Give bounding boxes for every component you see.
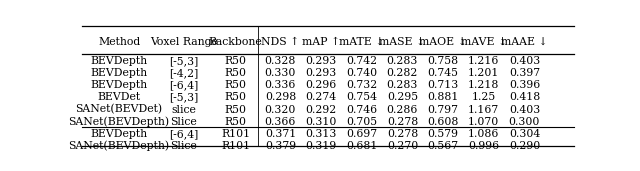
Text: 0.745: 0.745 (428, 68, 459, 78)
Text: mAVE ↓: mAVE ↓ (461, 37, 507, 47)
Text: Backbone: Backbone (209, 37, 262, 47)
Text: 0.403: 0.403 (509, 56, 540, 66)
Text: 0.278: 0.278 (387, 117, 418, 127)
Text: Method: Method (98, 37, 140, 47)
Text: mASE ↓: mASE ↓ (380, 37, 426, 47)
Text: 0.313: 0.313 (305, 129, 337, 139)
Text: 0.336: 0.336 (265, 80, 296, 90)
Text: R50: R50 (225, 117, 247, 127)
Text: 0.298: 0.298 (265, 93, 296, 102)
Text: NDS ↑: NDS ↑ (261, 37, 300, 47)
Text: 0.366: 0.366 (265, 117, 296, 127)
Text: [-5,3]: [-5,3] (169, 56, 198, 66)
Text: mATE ↓: mATE ↓ (339, 37, 385, 47)
Text: 0.282: 0.282 (387, 68, 418, 78)
Text: 0.286: 0.286 (387, 105, 418, 115)
Text: SANet(BEVDepth): SANet(BEVDepth) (68, 141, 170, 151)
Text: mAAE ↓: mAAE ↓ (501, 37, 548, 47)
Text: BEVDepth: BEVDepth (91, 129, 148, 139)
Text: 0.296: 0.296 (305, 80, 337, 90)
Text: 1.218: 1.218 (468, 80, 499, 90)
Text: 0.290: 0.290 (509, 141, 540, 151)
Text: 1.167: 1.167 (468, 105, 499, 115)
Text: 0.379: 0.379 (265, 141, 296, 151)
Text: 0.292: 0.292 (305, 105, 337, 115)
Text: BEVDepth: BEVDepth (91, 68, 148, 78)
Text: 0.681: 0.681 (346, 141, 378, 151)
Text: 0.403: 0.403 (509, 105, 540, 115)
Text: SANet(BEVDet): SANet(BEVDet) (76, 104, 163, 115)
Text: 0.742: 0.742 (346, 56, 378, 66)
Text: 1.216: 1.216 (468, 56, 499, 66)
Text: 0.304: 0.304 (509, 129, 540, 139)
Text: 0.283: 0.283 (387, 56, 418, 66)
Text: 0.740: 0.740 (346, 68, 378, 78)
Text: 0.300: 0.300 (509, 117, 540, 127)
Text: [-6,4]: [-6,4] (169, 129, 198, 139)
Text: 0.754: 0.754 (346, 93, 377, 102)
Text: [-6,4]: [-6,4] (169, 80, 198, 90)
Text: 0.797: 0.797 (428, 105, 459, 115)
Text: 0.310: 0.310 (305, 117, 337, 127)
Text: 1.201: 1.201 (468, 68, 499, 78)
Text: BEVDepth: BEVDepth (91, 56, 148, 66)
Text: 0.881: 0.881 (428, 93, 459, 102)
Text: 1.070: 1.070 (468, 117, 499, 127)
Text: R50: R50 (225, 80, 247, 90)
Text: 0.278: 0.278 (387, 129, 418, 139)
Text: [-5,3]: [-5,3] (169, 93, 198, 102)
Text: 0.732: 0.732 (346, 80, 378, 90)
Text: R50: R50 (225, 105, 247, 115)
Text: 0.319: 0.319 (305, 141, 337, 151)
Text: 1.25: 1.25 (472, 93, 496, 102)
Text: mAP ↑: mAP ↑ (302, 37, 340, 47)
Text: Slice: Slice (170, 117, 197, 127)
Text: 0.274: 0.274 (305, 93, 337, 102)
Text: 0.758: 0.758 (428, 56, 459, 66)
Text: 0.713: 0.713 (428, 80, 459, 90)
Text: 0.283: 0.283 (387, 80, 418, 90)
Text: 0.697: 0.697 (346, 129, 378, 139)
Text: 0.996: 0.996 (468, 141, 499, 151)
Text: R50: R50 (225, 68, 247, 78)
Text: slice: slice (172, 105, 196, 115)
Text: 1.086: 1.086 (468, 129, 499, 139)
Text: Slice: Slice (170, 141, 197, 151)
Text: 0.320: 0.320 (265, 105, 296, 115)
Text: 0.371: 0.371 (265, 129, 296, 139)
Text: 0.328: 0.328 (265, 56, 296, 66)
Text: 0.579: 0.579 (428, 129, 459, 139)
Text: mAOE ↓: mAOE ↓ (419, 37, 467, 47)
Text: 0.418: 0.418 (509, 93, 540, 102)
Text: 0.705: 0.705 (346, 117, 378, 127)
Text: [-4,2]: [-4,2] (169, 68, 198, 78)
Text: R50: R50 (225, 93, 247, 102)
Text: 0.397: 0.397 (509, 68, 540, 78)
Text: Voxel Range: Voxel Range (150, 37, 218, 47)
Text: 0.293: 0.293 (305, 56, 337, 66)
Text: 0.293: 0.293 (305, 68, 337, 78)
Text: 0.270: 0.270 (387, 141, 418, 151)
Text: BEVDet: BEVDet (98, 93, 141, 102)
Text: 0.608: 0.608 (428, 117, 459, 127)
Text: 0.330: 0.330 (265, 68, 296, 78)
Text: 0.746: 0.746 (346, 105, 378, 115)
Text: 0.396: 0.396 (509, 80, 540, 90)
Text: 0.567: 0.567 (428, 141, 459, 151)
Text: 0.295: 0.295 (387, 93, 418, 102)
Text: R50: R50 (225, 56, 247, 66)
Text: BEVDepth: BEVDepth (91, 80, 148, 90)
Text: R101: R101 (221, 141, 250, 151)
Text: R101: R101 (221, 129, 250, 139)
Text: SANet(BEVDepth): SANet(BEVDepth) (68, 116, 170, 127)
